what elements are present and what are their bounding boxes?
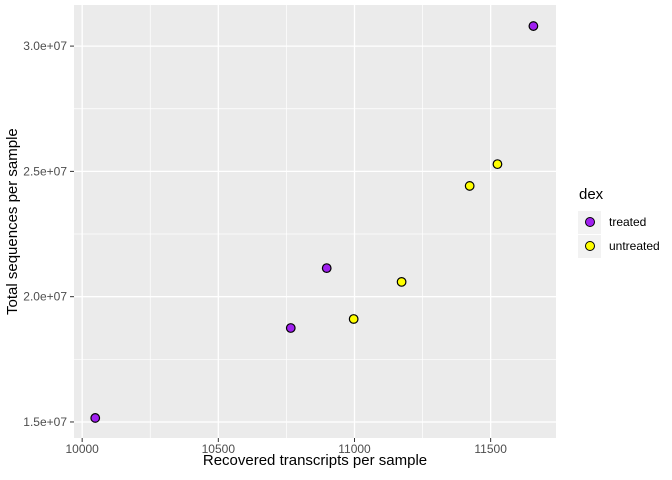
y-tick-label: 3.0e+07 xyxy=(23,39,67,53)
data-point-treated xyxy=(285,323,296,333)
y-tick-label: 2.0e+07 xyxy=(23,290,67,304)
legend: dex treated untreated xyxy=(578,186,660,258)
legend-title: dex xyxy=(579,186,604,203)
data-point-untreated xyxy=(492,159,503,170)
x-tick-label: 11500 xyxy=(474,442,507,456)
legend-point-icon xyxy=(584,241,595,251)
x-axis-title: Recovered transcripts per sample xyxy=(202,452,428,469)
legend-item-untreated: untreated xyxy=(578,234,660,258)
panel-background xyxy=(74,5,556,438)
data-point-treated xyxy=(90,413,101,423)
x-tick-label: 11000 xyxy=(338,442,371,456)
legend-key xyxy=(578,210,601,234)
data-point-treated xyxy=(321,263,332,274)
data-point-treated xyxy=(528,21,539,31)
x-tick-label: 10500 xyxy=(202,442,236,456)
legend-item-label: treated xyxy=(609,215,647,229)
x-tick-label: 10000 xyxy=(65,442,99,456)
y-tick-label: 1.5e+07 xyxy=(23,415,67,429)
legend-item-label: untreated xyxy=(609,239,660,253)
y-tick-label: 2.5e+07 xyxy=(23,164,67,178)
data-point-untreated xyxy=(348,314,359,324)
data-point-untreated xyxy=(396,276,407,287)
data-point-untreated xyxy=(464,181,475,191)
legend-items: treated untreated xyxy=(578,210,660,258)
legend-point-icon xyxy=(584,217,595,227)
legend-key xyxy=(578,234,601,258)
legend-item-treated: treated xyxy=(578,210,660,234)
